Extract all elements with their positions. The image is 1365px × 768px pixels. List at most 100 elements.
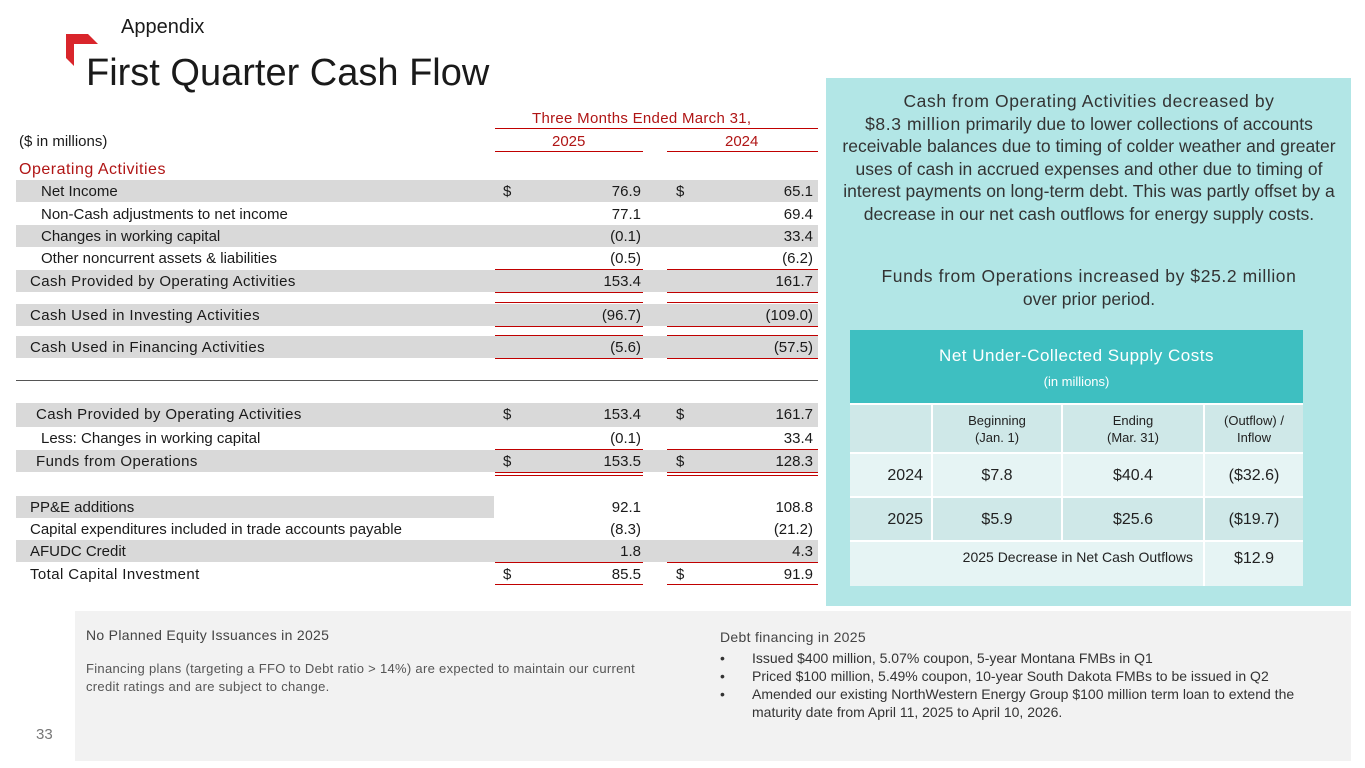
equity-heading: No Planned Equity Issuances in 2025: [86, 627, 330, 643]
value-2024: 65.1: [783, 183, 813, 200]
value-2025: (8.3): [610, 521, 641, 538]
dollar-sign: $: [676, 453, 685, 470]
year-2025-header: 2025: [552, 133, 586, 150]
row-label: Cash Used in Investing Activities: [30, 307, 260, 324]
value-2025: 76.9: [611, 183, 641, 200]
decrease-value: $12.9: [1205, 542, 1303, 586]
value-2024: 91.9: [783, 566, 813, 583]
row-label: Changes in working capital: [41, 228, 221, 245]
operating-activities-heading: Operating Activities: [19, 161, 166, 178]
value-2025: (0.1): [610, 430, 641, 447]
page-number: 33: [36, 726, 53, 743]
footnote-box: [75, 611, 1351, 761]
row-label: Cash Provided by Operating Activities: [30, 273, 296, 290]
table-row-total: Cash Used in Investing Activities (96.7)…: [16, 304, 818, 326]
value-2025: (0.5): [610, 250, 641, 267]
dollar-sign: $: [676, 406, 685, 423]
list-item: • Issued $400 million, 5.07% coupon, 5-ye…: [720, 650, 1153, 666]
row-label: AFUDC Credit: [30, 543, 126, 560]
supply-costs-header: Net Under-Collected Supply Costs (in mil…: [850, 330, 1303, 403]
table-row: Cash Provided by Operating Activities $ …: [16, 403, 818, 427]
value-2024: 4.3: [792, 543, 813, 560]
table-row: Less: Changes in working capital (0.1) 3…: [16, 427, 818, 449]
value-2024: 161.7: [775, 273, 813, 290]
table-row: Capital expenditures included in trade a…: [16, 518, 818, 540]
beginning-value: $5.9: [933, 498, 1061, 540]
row-label: PP&E additions: [30, 499, 135, 516]
value-2024: 33.4: [783, 430, 813, 447]
row-label: Funds from Operations: [36, 453, 198, 470]
dollar-sign: $: [503, 453, 512, 470]
value-2025: (5.6): [610, 339, 641, 356]
value-2024: 161.7: [775, 406, 813, 423]
col-header-beginning: Beginning (Jan. 1): [933, 405, 1061, 452]
section-divider: [16, 380, 818, 381]
ending-value: $25.6: [1063, 498, 1203, 540]
supply-costs-subtitle: (in millions): [1043, 374, 1110, 389]
row-label: Net Income: [41, 183, 118, 200]
year-2024-header: 2024: [725, 133, 759, 150]
empty-header-cell: [850, 405, 931, 452]
units-label: ($ in millions): [19, 133, 108, 150]
table-row: Net Income $ 76.9 $ 65.1: [16, 180, 818, 202]
value-2025: 153.5: [603, 453, 641, 470]
table-row: Changes in working capital (0.1) 33.4: [16, 225, 818, 247]
dollar-sign: $: [503, 566, 512, 583]
value-2025: 92.1: [611, 499, 641, 516]
value-2025: (0.1): [610, 228, 641, 245]
table-row: PP&E additions 92.1 108.8: [16, 496, 834, 518]
value-2024: 69.4: [783, 206, 813, 223]
table-row-total: Total Capital Investment $ 85.5 $ 91.9: [16, 563, 818, 585]
table-row-total: Cash Provided by Operating Activities 15…: [16, 270, 818, 292]
flow-value: ($19.7): [1205, 498, 1303, 540]
beginning-value: $7.8: [933, 454, 1061, 496]
debt-heading: Debt financing in 2025: [720, 629, 866, 645]
value-2024: (109.0): [765, 307, 813, 324]
row-label: Other noncurrent assets & liabilities: [41, 250, 277, 267]
value-2025: 85.5: [611, 566, 641, 583]
row-year: 2024: [850, 454, 931, 496]
value-2024: (6.2): [782, 250, 813, 267]
supply-costs-title: Net Under-Collected Supply Costs: [939, 346, 1214, 365]
ffo-summary-text: Funds from Operations increased by $25.2…: [881, 266, 1297, 309]
dollar-sign: $: [503, 183, 512, 200]
list-item: • Priced $100 million, 5.49% coupon, 10-y…: [720, 668, 1269, 684]
table-row: Non-Cash adjustments to net income 77.1 …: [16, 203, 818, 225]
period-underline: [495, 128, 818, 129]
dollar-sign: $: [676, 566, 685, 583]
col-header-flow: (Outflow) / Inflow: [1205, 405, 1303, 452]
ending-value: $40.4: [1063, 454, 1203, 496]
dollar-sign: $: [676, 183, 685, 200]
company-logo-icon: [66, 34, 98, 66]
table-row-total: Cash Used in Financing Activities (5.6) …: [16, 336, 818, 358]
value-2025: 1.8: [620, 543, 641, 560]
value-2024: (57.5): [773, 339, 813, 356]
table-row: AFUDC Credit 1.8 4.3: [16, 540, 818, 562]
debt-bullet-list: • Issued $400 million, 5.07% coupon, 5-ye…: [720, 649, 1340, 721]
year-2025-underline: [495, 151, 643, 152]
row-label: Total Capital Investment: [30, 566, 200, 583]
period-header: Three Months Ended March 31,: [532, 110, 752, 127]
year-2024-underline: [667, 151, 818, 152]
row-year: 2025: [850, 498, 931, 540]
table-row: Other noncurrent assets & liabilities (0…: [16, 247, 818, 269]
row-label: Non-Cash adjustments to net income: [41, 206, 288, 223]
row-label: Less: Changes in working capital: [41, 430, 261, 447]
value-2025: 153.4: [603, 273, 641, 290]
value-2025: (96.7): [601, 307, 641, 324]
flow-value: ($32.6): [1205, 454, 1303, 496]
value-2024: 128.3: [775, 453, 813, 470]
page-title: First Quarter Cash Flow: [86, 52, 490, 94]
value-2025: 77.1: [611, 206, 641, 223]
value-2024: 33.4: [783, 228, 813, 245]
financing-plans-text: Financing plans (targeting a FFO to Debt…: [86, 661, 636, 694]
dollar-sign: $: [503, 406, 512, 423]
value-2024: (21.2): [773, 521, 813, 538]
operating-summary-text: Cash from Operating Activities decreased…: [842, 91, 1336, 224]
row-label: Cash Provided by Operating Activities: [36, 406, 302, 423]
value-2024: 108.8: [775, 499, 813, 516]
table-row-total: Funds from Operations $ 153.5 $ 128.3: [16, 450, 818, 472]
section-label: Appendix: [121, 16, 205, 38]
decrease-label: 2025 Decrease in Net Cash Outflows: [850, 542, 1203, 586]
col-header-ending: Ending (Mar. 31): [1063, 405, 1203, 452]
